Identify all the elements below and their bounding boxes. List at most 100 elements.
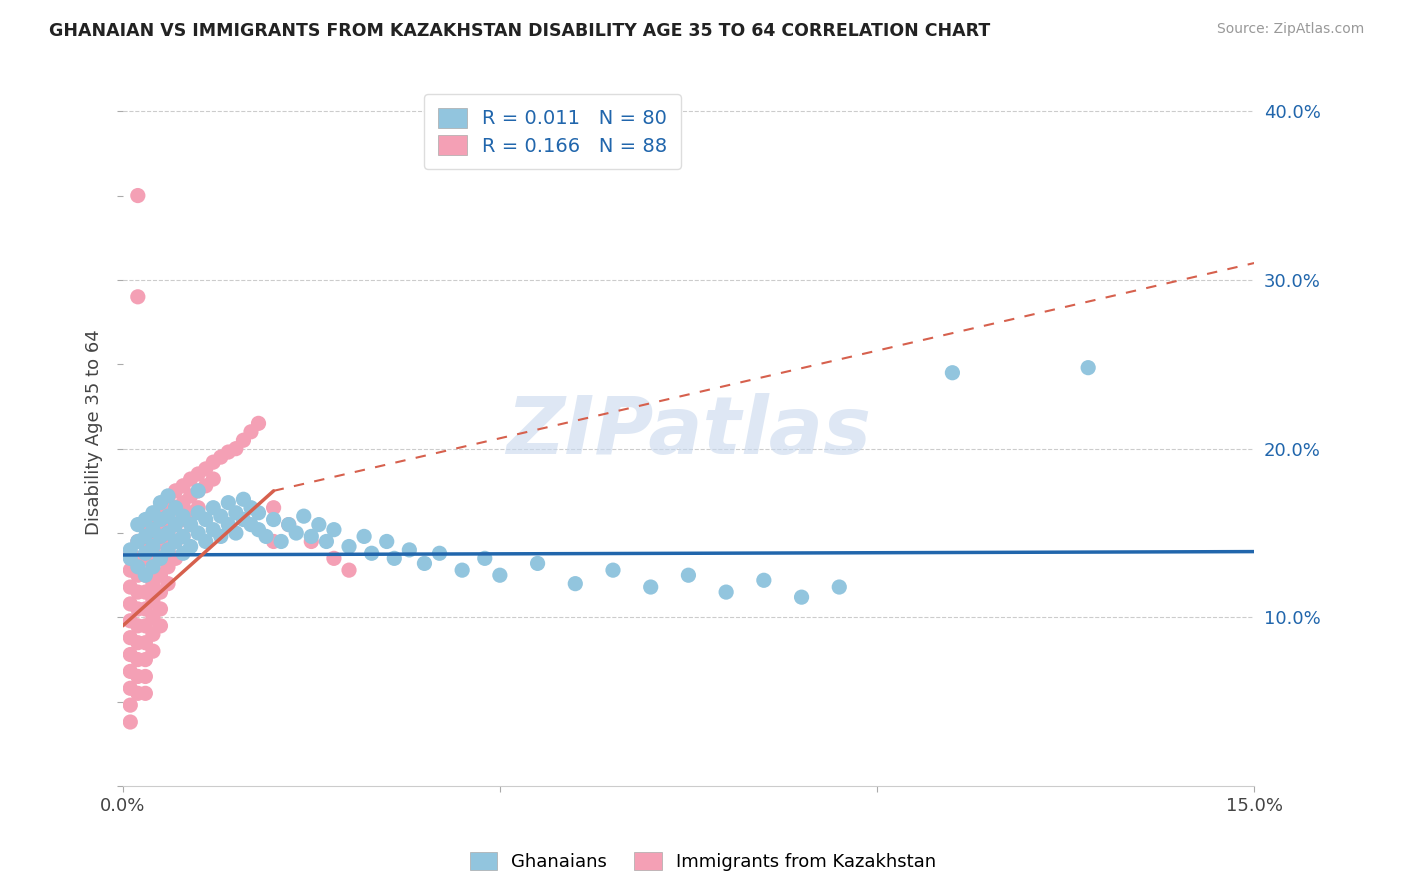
Point [142,540,165,554]
Point [489,568,512,582]
Point [277,517,299,532]
Point [156,559,179,574]
Point [194,462,217,476]
Point [239,517,262,532]
Point [413,557,436,571]
Point [217,517,239,532]
Point [263,512,285,526]
Point [172,529,194,543]
Point [156,526,179,541]
Point [149,602,172,616]
Point [134,669,156,683]
Point [254,529,277,543]
Text: GHANAIAN VS IMMIGRANTS FROM KAZAKHSTAN DISABILITY AGE 35 TO 64 CORRELATION CHART: GHANAIAN VS IMMIGRANTS FROM KAZAKHSTAN D… [49,22,990,40]
Point [225,506,247,520]
Point [165,483,187,498]
Point [247,417,270,431]
Point [202,455,225,469]
Point [120,665,142,679]
Point [202,472,225,486]
Point [225,442,247,456]
Point [120,681,142,696]
Point [134,546,156,560]
Point [156,542,179,557]
Point [134,512,156,526]
Point [239,500,262,515]
Point [360,546,382,560]
Point [120,563,142,577]
Point [202,500,225,515]
Point [134,636,156,650]
Point [120,580,142,594]
Point [127,290,149,304]
Point [602,563,624,577]
Point [165,534,187,549]
Point [120,631,142,645]
Point [323,523,346,537]
Point [142,542,165,557]
Point [120,551,142,566]
Point [323,551,346,566]
Point [270,534,292,549]
Point [134,686,156,700]
Point [308,517,330,532]
Point [187,483,209,498]
Point [172,496,194,510]
Point [127,534,149,549]
Point [828,580,851,594]
Point [790,590,813,604]
Point [187,500,209,515]
Point [1077,360,1099,375]
Point [149,496,172,510]
Point [127,636,149,650]
Point [120,614,142,628]
Point [120,698,142,713]
Point [194,479,217,493]
Point [134,619,156,633]
Point [134,568,156,582]
Point [149,500,172,515]
Point [217,445,239,459]
Point [156,492,179,507]
Point [142,509,165,524]
Point [127,669,149,683]
Point [142,526,165,541]
Point [640,580,662,594]
Legend: Ghanaians, Immigrants from Kazakhstan: Ghanaians, Immigrants from Kazakhstan [463,845,943,879]
Point [564,576,586,591]
Point [180,489,202,503]
Point [180,506,202,520]
Point [120,542,142,557]
Point [127,534,149,549]
Point [149,619,172,633]
Point [165,517,187,532]
Point [429,546,451,560]
Point [142,644,165,658]
Point [277,517,299,532]
Point [149,529,172,543]
Y-axis label: Disability Age 35 to 64: Disability Age 35 to 64 [86,329,103,534]
Point [165,500,187,515]
Point [451,563,474,577]
Point [187,526,209,541]
Point [134,551,156,566]
Point [941,366,963,380]
Point [134,517,156,532]
Point [172,479,194,493]
Point [127,188,149,202]
Point [134,534,156,549]
Point [134,529,156,543]
Point [149,517,172,532]
Point [156,509,179,524]
Point [187,506,209,520]
Point [172,529,194,543]
Point [127,568,149,582]
Point [127,619,149,633]
Point [225,526,247,541]
Point [180,472,202,486]
Point [292,509,315,524]
Point [142,576,165,591]
Point [127,686,149,700]
Legend: R = 0.011   N = 80, R = 0.166   N = 88: R = 0.011 N = 80, R = 0.166 N = 88 [425,95,681,169]
Point [187,483,209,498]
